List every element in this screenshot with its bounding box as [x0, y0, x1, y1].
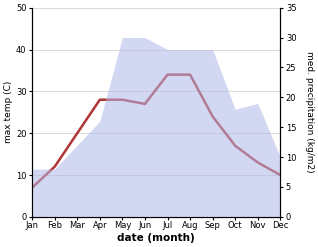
- Y-axis label: med. precipitation (kg/m2): med. precipitation (kg/m2): [305, 51, 314, 173]
- X-axis label: date (month): date (month): [117, 233, 195, 243]
- Y-axis label: max temp (C): max temp (C): [4, 81, 13, 144]
